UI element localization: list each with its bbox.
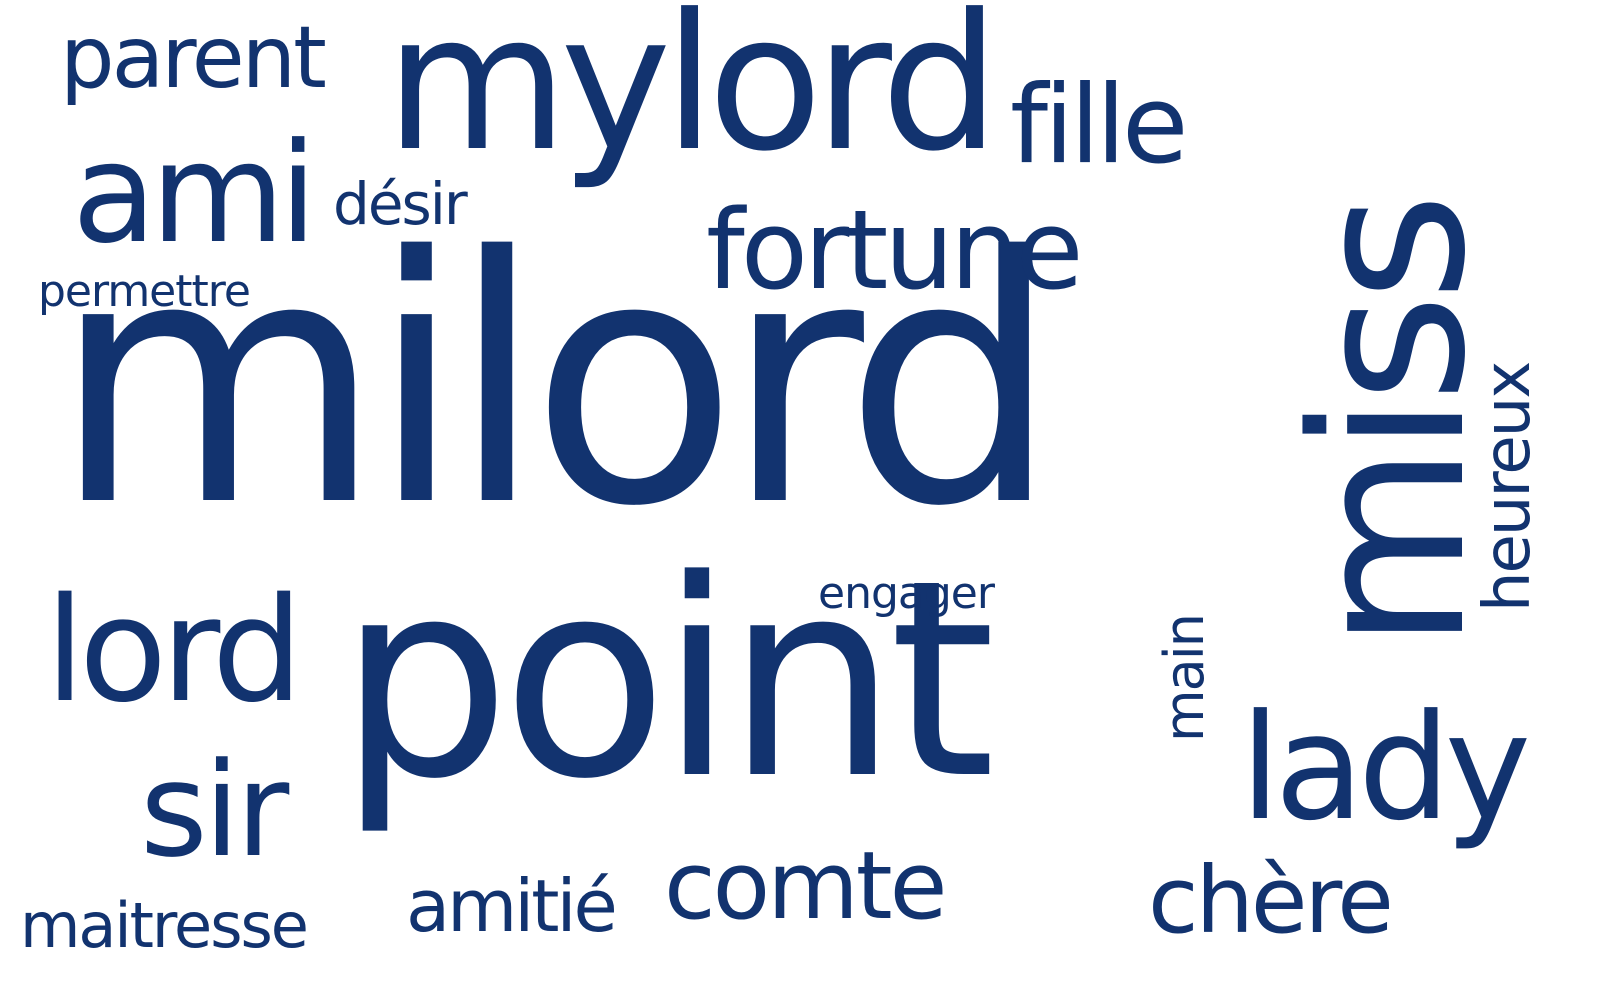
word-fortune: fortune xyxy=(706,186,1083,314)
word-chere: chère xyxy=(1148,847,1394,954)
word-lord: lord xyxy=(45,566,303,734)
word-milord: milord xyxy=(52,185,1060,581)
word-engager: engager xyxy=(818,568,995,619)
word-lady: lady xyxy=(1240,683,1531,853)
word-desir: désir xyxy=(333,170,468,238)
word-ami: ami xyxy=(72,113,317,274)
word-heureux: heureux xyxy=(1471,362,1545,612)
word-main: main xyxy=(1153,615,1216,742)
word-parent: parent xyxy=(60,8,327,108)
word-point: point xyxy=(338,523,996,839)
word-mylord: mylord xyxy=(385,0,1000,193)
word-miss: miss xyxy=(1267,200,1512,650)
word-permettre: permettre xyxy=(38,266,251,317)
word-fille: fille xyxy=(1010,63,1188,188)
word-maitresse: maitresse xyxy=(20,889,309,962)
word-amitie: amitié xyxy=(406,864,618,948)
word-comte: comte xyxy=(664,832,947,941)
word-sir: sir xyxy=(140,734,289,886)
